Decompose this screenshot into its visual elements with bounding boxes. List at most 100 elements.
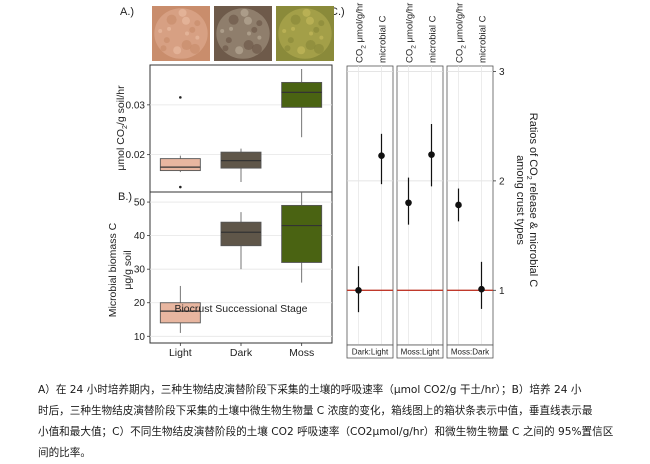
photo-speck (163, 37, 170, 44)
point-estimate (455, 201, 462, 209)
caption-line: A）在 24 小时培养期内，三种生物结皮演替阶段下采集的土壤的呼吸速率（μmol… (38, 384, 582, 396)
panel-a-ylabel: μmol CO2/g soil/hr (115, 85, 129, 171)
photo-speck (282, 28, 287, 33)
photo-speck (287, 37, 294, 44)
photo-speck (160, 45, 167, 52)
photo-speck (313, 26, 320, 33)
y-tick-label: 0.03 (126, 100, 146, 111)
facet-frame (446, 65, 494, 346)
photo-speck (256, 20, 263, 27)
y-tick-label: 10 (134, 332, 146, 343)
y-tick-label: 40 (134, 231, 146, 242)
point-co2 (455, 188, 462, 222)
point-estimate (405, 199, 412, 207)
moss-crust-photo (276, 6, 334, 61)
point-co2 (405, 177, 412, 225)
facet-header-microbial-c: microbial C (428, 15, 439, 63)
crust-photos (152, 6, 334, 61)
y-tick-label: 1 (499, 286, 505, 297)
figure: A.) B.) C.) 0.020.03 μmol CO2/g soil/hr … (107, 3, 539, 359)
x-tick-label: Light (169, 347, 192, 359)
outlier-point (179, 185, 182, 189)
box-moss (281, 68, 323, 138)
facet-moss-light: CO2 μmol/g/hr microbial C Moss:Light (396, 3, 444, 359)
photo-speck (194, 20, 201, 27)
point-estimate (428, 151, 435, 158)
photo-speck (166, 14, 177, 25)
x-tick-label: Moss (289, 347, 314, 359)
facet-header-microbial-c: microbial C (378, 15, 389, 63)
photo-speck (181, 40, 192, 51)
y-tick-label: 30 (134, 265, 146, 276)
photo-speck (243, 16, 252, 25)
light-crust-photo (152, 6, 210, 61)
point-estimate (355, 286, 362, 294)
photo-speck (189, 43, 200, 54)
photo-speck (167, 26, 172, 31)
box-moss (281, 192, 323, 283)
box-light (159, 96, 201, 189)
photo-speck (240, 8, 249, 17)
photo-speck (195, 35, 200, 40)
box-dark (220, 212, 262, 270)
facet-label: Moss:Dark (451, 348, 490, 357)
facet-strip (346, 344, 394, 359)
photo-speck (257, 35, 262, 40)
facet-moss-dark: CO2 μmol/g/hr microbial C Moss:Dark (446, 3, 494, 359)
photo-speck (235, 46, 244, 55)
caption-line: 时后，三种生物结皮演替阶段下采集的土壤中微生物生物量 C 浓度的变化，箱线图上的… (38, 405, 593, 417)
point-co2 (355, 266, 362, 313)
facet-header-co2: CO2 μmol/g/hr (405, 3, 418, 63)
photo-speck (297, 46, 306, 55)
photo-speck (291, 26, 296, 31)
box-body (159, 302, 201, 324)
y-tick-label: 50 (134, 198, 146, 209)
y-tick-label: 0.02 (126, 150, 146, 161)
figure-caption: A）在 24 小时培养期内，三种生物结皮演替阶段下采集的土壤的呼吸速率（μmol… (38, 380, 638, 464)
panel-a-chart: 0.02 0.03 μmol CO2/g soil/hr (115, 64, 333, 193)
panel-label-b: B.) (118, 191, 132, 203)
caption-line: 小值和最大值；C）不同生物结皮演替阶段的土壤 CO2 呼吸速率（CO2μmol/… (38, 426, 614, 438)
point-estimate (378, 152, 385, 160)
photo-speck (189, 26, 196, 33)
y-tick-label: 3 (499, 67, 505, 78)
facet-label: Dark:Light (352, 348, 389, 357)
point-microbial-c (478, 261, 485, 309)
box-light (159, 285, 201, 333)
photo-speck (318, 20, 325, 27)
panel-b-chart: 10 20 30 40 50 Light Dark Moss Microbial biomas… (107, 191, 333, 359)
photo-speck (225, 37, 232, 44)
photo-speck (222, 45, 229, 52)
facet-strip (396, 344, 444, 359)
dark-crust-photo (214, 6, 272, 61)
right-axis-title-line2: among crust types (514, 155, 526, 245)
facet-strip (446, 344, 494, 359)
x-tick-label: Dark (230, 347, 253, 359)
photo-speck (284, 45, 291, 52)
photo-speck (290, 14, 301, 25)
outlier-point (179, 96, 182, 99)
box-body (281, 204, 323, 263)
photo-speck (185, 31, 189, 36)
photo-speck (305, 16, 314, 25)
photo-speck (220, 28, 225, 33)
photo-speck (178, 8, 187, 17)
photo-speck (229, 26, 234, 31)
photo-speck (228, 14, 239, 25)
facet-header-microbial-c: microbial C (478, 15, 489, 63)
facet-header-co2: CO2 μmol/g/hr (455, 3, 468, 63)
x-axis-title: Biocrust Successional Stage (174, 303, 307, 315)
y-tick-label: 20 (134, 298, 146, 309)
photo-speck (173, 46, 182, 55)
facet-label: Moss:Light (401, 348, 440, 357)
facet-dark-light: CO2 μmol/g/hr microbial C Dark:Light (346, 3, 394, 359)
point-estimate (478, 285, 485, 293)
photo-speck (158, 28, 163, 33)
facet-frame (396, 65, 444, 346)
photo-speck (319, 35, 324, 40)
photo-speck (181, 16, 190, 25)
right-axis-title-line1: Ratios of CO2 release & microbial C (525, 113, 539, 288)
photo-speck (251, 26, 258, 33)
box-body (220, 221, 262, 247)
panel-b-ylabel-line1: Microbial biomass C (107, 222, 119, 317)
